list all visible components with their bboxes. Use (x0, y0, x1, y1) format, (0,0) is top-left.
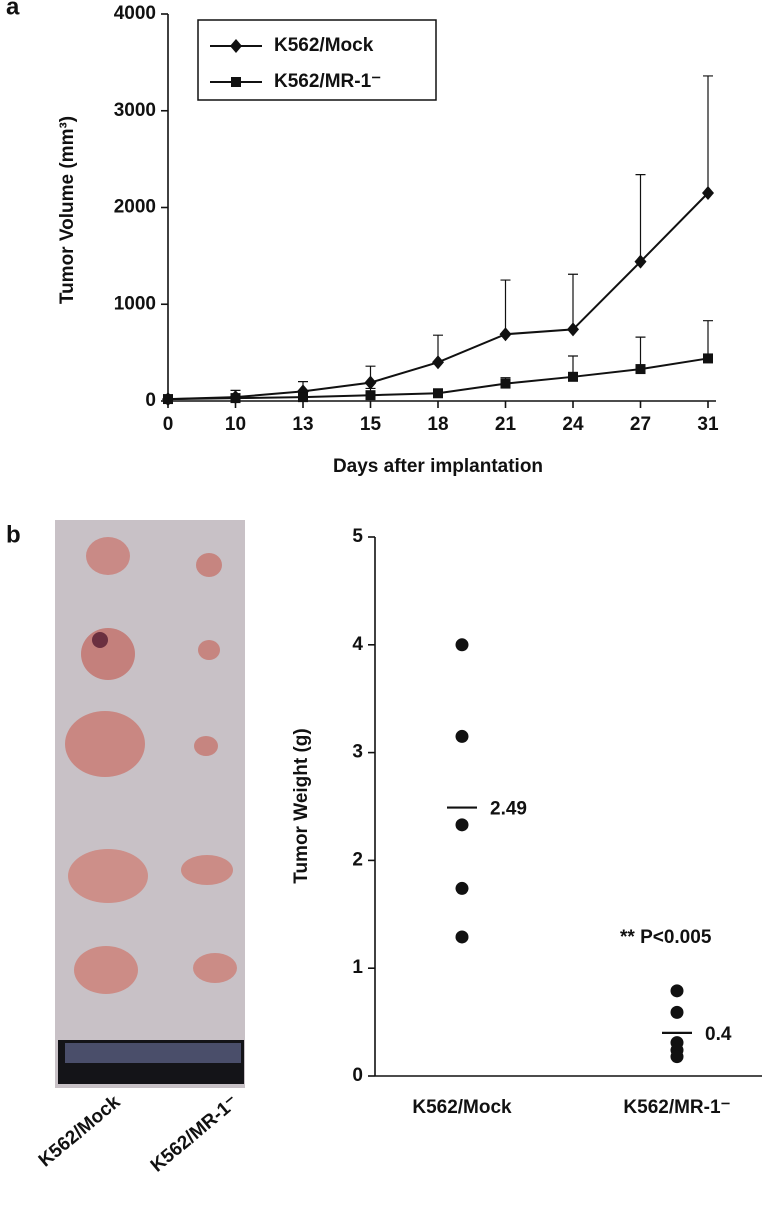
x-tick-label: K562/Mock (412, 1097, 512, 1118)
mean-label: 0.4 (705, 1024, 732, 1045)
y-tick-label: 1 (352, 957, 363, 978)
x-tick-label: 27 (630, 414, 651, 435)
x-tick-label: 31 (697, 414, 719, 435)
dot (670, 1050, 684, 1064)
annotation: ** P<0.005 (620, 927, 712, 948)
marker (703, 353, 713, 364)
marker (298, 392, 308, 403)
y-tick-label: 2 (352, 849, 363, 870)
dot (455, 729, 469, 743)
marker (499, 327, 512, 342)
tumor-photo (55, 520, 245, 1088)
x-tick-label: 24 (562, 414, 584, 435)
marker (702, 185, 714, 200)
marker (364, 375, 377, 390)
panel-label: b (6, 521, 21, 548)
error-bar (635, 336, 646, 370)
x-tick-label: 18 (427, 414, 448, 435)
legend-label: K562/MR-1⁻ (274, 71, 381, 92)
marker (231, 77, 241, 87)
y-tick-label: 3 (352, 742, 363, 763)
legend-label: K562/Mock (274, 35, 374, 56)
marker (230, 39, 242, 53)
dot (455, 930, 469, 944)
dot (455, 881, 469, 895)
marker (568, 371, 578, 382)
marker (365, 390, 376, 401)
x-tick-label: 21 (495, 414, 517, 435)
marker (500, 378, 511, 389)
marker (567, 322, 579, 337)
x-tick-label: K562/MR-1⁻ (623, 1097, 730, 1118)
marker (432, 355, 444, 370)
marker (433, 388, 443, 399)
error-bar (500, 279, 511, 335)
y-tick-label: 0 (352, 1065, 363, 1086)
y-tick-label: 4 (352, 634, 363, 655)
y-tick-label: 4000 (114, 3, 156, 24)
y-axis-title: Tumor Volume (mm³) (57, 116, 78, 304)
dot (670, 1005, 684, 1019)
x-axis-title: Days after implantation (333, 456, 543, 477)
x-tick-label: 15 (360, 414, 382, 435)
error-bar (703, 75, 713, 193)
y-tick-label: 0 (145, 390, 156, 411)
dot (670, 984, 684, 998)
marker (635, 364, 646, 375)
dot (455, 638, 469, 652)
y-tick-label: 3000 (114, 100, 156, 121)
y-axis-title: Tumor Weight (g) (291, 728, 312, 884)
panel-label: a (6, 0, 20, 20)
x-tick-label: 13 (292, 414, 313, 435)
photo-label: K562/MR-1⁻ (147, 1092, 243, 1177)
mean-label: 2.49 (490, 799, 527, 820)
y-tick-label: 1000 (114, 293, 156, 314)
marker (230, 393, 241, 404)
x-tick-label: 10 (225, 414, 246, 435)
marker (634, 254, 647, 269)
marker (163, 394, 173, 405)
dot (455, 818, 469, 832)
x-tick-label: 0 (163, 414, 174, 435)
y-tick-label: 5 (352, 526, 363, 547)
error-bar (635, 174, 646, 262)
photo-label: K562/Mock (35, 1091, 125, 1171)
error-bar (568, 273, 578, 330)
y-tick-label: 2000 (114, 197, 156, 218)
error-bar (703, 320, 713, 359)
